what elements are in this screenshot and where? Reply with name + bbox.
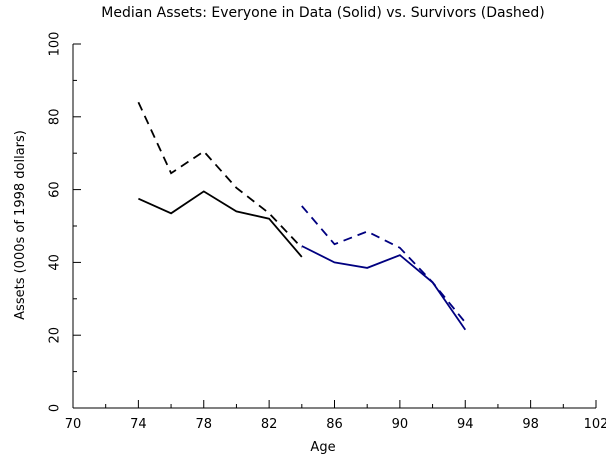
x-tick-label: 78 [195,417,212,432]
series-line-2-dashed [137,101,303,249]
x-tick-label: 90 [392,417,409,432]
chart-title: Median Assets: Everyone in Data (Solid) … [101,5,544,21]
plot-area: 70 74 78 82 86 90 94 98 102 0 20 40 60 80 100 [48,32,606,432]
y-tick-label: 40 [48,254,63,271]
x-axis-label: Age [310,440,335,455]
y-tick-label: 100 [48,32,63,57]
x-tick-label: 86 [326,417,343,432]
series-line-3-solid [301,245,467,331]
x-tick-label: 98 [522,417,539,432]
y-tick-label: 0 [48,404,63,412]
x-tick-label: 102 [584,417,606,432]
y-tick-label: 60 [48,181,63,198]
y-tick-label: 80 [48,109,63,126]
x-tick-label: 74 [130,417,147,432]
x-tick-label: 70 [65,417,82,432]
series-line-4-dashed [301,205,466,324]
series-line-1-solid [138,190,303,258]
x-tick-label: 82 [261,417,278,432]
y-axis-label: Assets (000s of 1998 dollars) [13,130,28,320]
y-tick-label: 20 [48,327,63,344]
x-tick-label: 94 [457,417,474,432]
